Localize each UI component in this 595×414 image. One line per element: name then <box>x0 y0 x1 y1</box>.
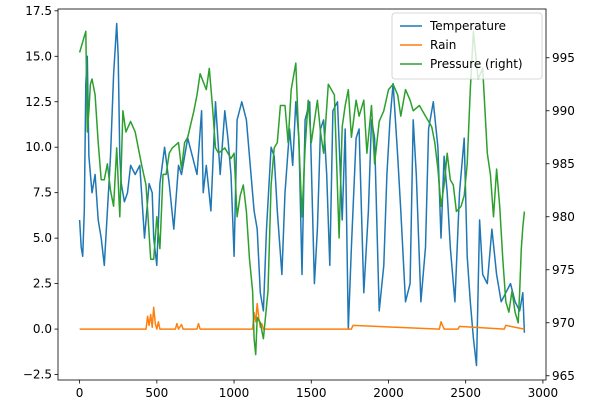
y-axis-left: −2.5 0.0 2.5 5.0 7.5 10.0 12.5 15.0 17.5 <box>23 4 58 382</box>
legend-label: Temperature <box>429 19 506 33</box>
series-layer <box>78 22 526 367</box>
legend-box <box>391 12 543 80</box>
y-left-tick-label: 10.0 <box>25 140 52 154</box>
y-axis-right: 965 970 975 980 985 990 995 <box>546 51 575 383</box>
x-tick-label: 2000 <box>373 386 404 400</box>
y-left-tick-label: 2.5 <box>33 277 52 291</box>
y-right-tick-label: 980 <box>552 210 575 224</box>
y-left-tick-label: 17.5 <box>25 4 52 18</box>
x-tick-label: 500 <box>145 386 168 400</box>
x-tick-label: 1000 <box>219 386 250 400</box>
y-left-tick-label: 0.0 <box>33 322 52 336</box>
y-right-tick-label: 995 <box>552 51 575 65</box>
series-line-rain <box>79 302 525 330</box>
y-left-tick-label: 12.5 <box>25 95 52 109</box>
y-right-tick-label: 975 <box>552 263 575 277</box>
y-left-tick-label: −2.5 <box>23 368 52 382</box>
x-axis: 0 500 1000 1500 2000 2500 3000 <box>76 380 558 400</box>
y-right-tick-label: 985 <box>552 157 575 171</box>
legend-label: Rain <box>430 38 456 52</box>
series-line-pressure-right <box>78 30 526 356</box>
y-right-tick-label: 990 <box>552 104 575 118</box>
y-right-tick-label: 970 <box>552 316 575 330</box>
x-tick-label: 3000 <box>528 386 559 400</box>
legend: Temperature Rain Pressure (right) <box>391 12 543 80</box>
series-line-temperature <box>78 22 526 367</box>
x-tick-label: 0 <box>76 386 84 400</box>
axes-frame <box>57 8 547 381</box>
y-right-tick-label: 965 <box>552 369 575 383</box>
y-left-tick-label: 7.5 <box>33 186 52 200</box>
y-left-tick-label: 5.0 <box>33 231 52 245</box>
legend-label: Pressure (right) <box>430 57 523 71</box>
x-tick-label: 2500 <box>450 386 481 400</box>
y-left-tick-label: 15.0 <box>25 49 52 63</box>
x-tick-label: 1500 <box>296 386 327 400</box>
